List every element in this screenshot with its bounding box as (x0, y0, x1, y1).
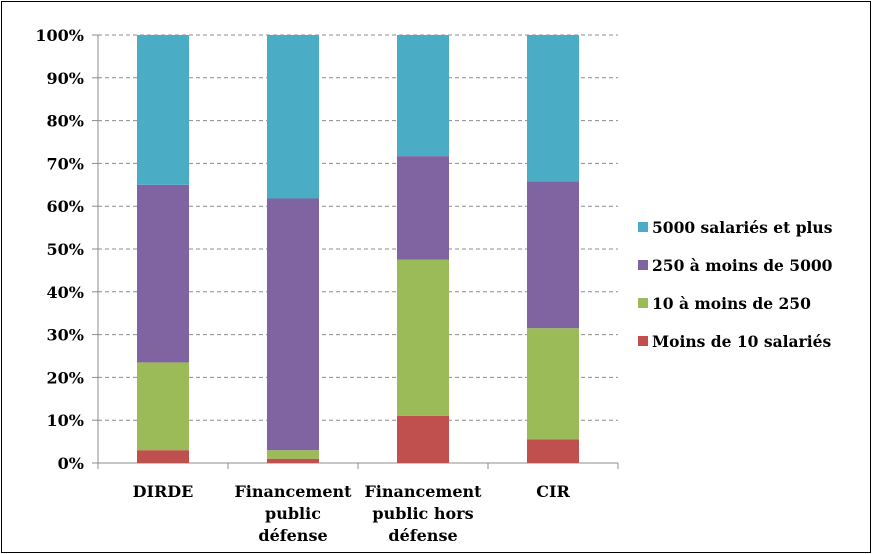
legend-swatch (638, 222, 648, 232)
y-tick-label: 30% (47, 326, 84, 345)
category-label: défense (388, 526, 457, 545)
category-label: public (265, 504, 321, 523)
y-tick-label: 20% (47, 368, 84, 387)
bar-segment-2-series-3 (267, 198, 319, 451)
legend-label: 5000 salariés et plus (652, 218, 833, 237)
y-tick-label: 90% (47, 69, 84, 88)
legend-label: 250 à moins de 5000 (652, 256, 833, 275)
bar-segment-2-series-2 (267, 450, 319, 459)
category-label: défense (258, 526, 327, 545)
bar-segment-2-series-1 (267, 458, 319, 463)
category-label: Financement (234, 482, 352, 501)
bar-segment-1-series-3 (137, 184, 189, 363)
bar-segment-4-series-1 (527, 439, 579, 463)
bar-segment-4-series-4 (527, 35, 579, 182)
bar-segment-4-series-2 (527, 328, 579, 440)
bar-segment-1-series-1 (137, 450, 189, 463)
bar-segment-2-series-4 (267, 35, 319, 199)
bar-segment-1-series-4 (137, 35, 189, 185)
y-tick-label: 70% (47, 154, 84, 173)
legend-swatch (638, 336, 648, 346)
legend-label: 10 à moins de 250 (652, 294, 811, 313)
category-label: DIRDE (133, 482, 194, 501)
bar-segment-3-series-1 (397, 415, 449, 463)
bar-segment-4-series-3 (527, 181, 579, 329)
legend-swatch (638, 298, 648, 308)
legend-swatch (638, 260, 648, 270)
bar-segment-3-series-3 (397, 156, 449, 260)
bar-segment-3-series-2 (397, 259, 449, 416)
bar-segment-3-series-4 (397, 35, 449, 157)
bar-segment-1-series-2 (137, 362, 189, 451)
y-tick-label: 80% (47, 112, 84, 131)
y-tick-label: 60% (47, 197, 84, 216)
y-tick-label: 10% (47, 411, 84, 430)
y-tick-label: 0% (58, 454, 84, 473)
y-tick-label: 100% (35, 26, 84, 45)
category-label: public hors (372, 504, 473, 523)
y-tick-label: 50% (47, 240, 84, 259)
category-label: Financement (364, 482, 482, 501)
legend-label: Moins de 10 salariés (652, 332, 831, 351)
y-tick-label: 40% (47, 283, 84, 302)
category-label: CIR (536, 482, 570, 501)
